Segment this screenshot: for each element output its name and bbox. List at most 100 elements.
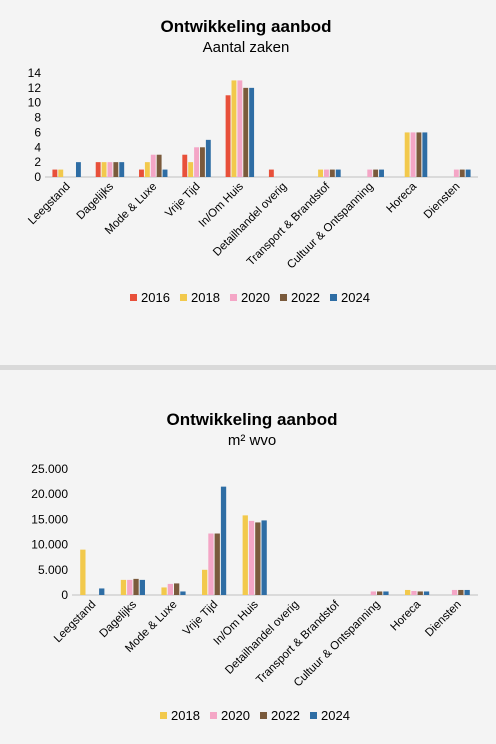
bar — [373, 169, 379, 177]
bar — [202, 569, 208, 595]
bar — [405, 589, 411, 595]
x-tick-label: Leegstand — [26, 181, 72, 227]
bar — [367, 169, 373, 177]
y-tick-label: 15.000 — [31, 512, 68, 526]
bar — [261, 520, 267, 595]
bar — [377, 591, 383, 595]
x-tick-label: Diensten — [423, 599, 464, 640]
x-tick-label: Diensten — [422, 181, 463, 222]
x-tick-label: Horeca — [389, 598, 424, 633]
legend-label: 2018 — [191, 290, 220, 305]
y-tick-label: 2 — [34, 155, 41, 169]
bar — [324, 169, 329, 177]
bar — [120, 579, 127, 595]
x-tick-label: Leegstand — [52, 599, 98, 645]
chart-title: Ontwikkeling aanbod — [167, 410, 338, 429]
legend-swatch — [130, 294, 137, 301]
bar — [423, 591, 430, 595]
bar — [318, 169, 324, 177]
y-tick-label: 14 — [28, 66, 42, 80]
legend-swatch — [310, 712, 317, 719]
x-tick-label: Dagelijks — [75, 180, 117, 222]
bar — [139, 579, 145, 595]
bar — [95, 162, 101, 177]
bar — [225, 95, 231, 177]
y-tick-label: 6 — [34, 125, 41, 139]
bar — [459, 169, 465, 177]
x-tick-label: Detailhandel overig — [223, 599, 301, 677]
chart-panel-aantal-zaken: Ontwikkeling aanbod Aantal zaken 0 2 4 6 8 10… — [0, 0, 496, 365]
bar — [139, 169, 144, 177]
bar — [113, 162, 119, 177]
legend-swatch — [180, 294, 187, 301]
bar — [161, 587, 167, 595]
bar — [383, 591, 389, 595]
bar — [422, 132, 428, 177]
bar — [133, 578, 139, 595]
bar — [417, 591, 423, 595]
bar — [329, 169, 335, 177]
bar — [182, 154, 188, 177]
y-tick-label: 25.000 — [31, 462, 68, 476]
bar — [52, 169, 58, 177]
bar — [101, 162, 107, 177]
chart-m2-wvo: Ontwikkeling aanbod m² wvo 0 5.000 10.000 1… — [31, 410, 478, 723]
bar — [162, 169, 168, 177]
bar — [451, 589, 458, 595]
chart-subtitle: m² wvo — [228, 432, 276, 449]
y-tick-label: 0 — [34, 170, 41, 184]
bar — [214, 533, 220, 595]
bar — [370, 591, 376, 595]
bar — [464, 589, 470, 595]
bar — [410, 132, 416, 177]
bar — [237, 80, 243, 177]
x-tick-label: Cultuur & Ontspanning — [292, 599, 383, 690]
x-tick-label: Transport & Brandstof — [245, 180, 333, 268]
bar — [208, 533, 214, 595]
bar — [58, 169, 64, 177]
bar — [107, 162, 113, 177]
y-tick-label: 4 — [34, 140, 41, 154]
bar — [255, 522, 261, 595]
bar — [453, 169, 459, 177]
bar — [231, 80, 237, 177]
bar — [268, 169, 274, 177]
bar — [404, 132, 410, 177]
chart-subtitle: Aantal zaken — [203, 39, 290, 56]
bar — [99, 588, 105, 595]
bar — [416, 132, 422, 177]
bar — [458, 589, 464, 595]
bar — [144, 162, 150, 177]
y-tick-label: 10 — [28, 96, 42, 110]
legend-label: 2022 — [271, 708, 300, 723]
bar — [75, 162, 81, 177]
bar — [167, 583, 173, 595]
legend-swatch — [210, 712, 217, 719]
bar — [194, 147, 199, 177]
x-tick-label: Vrije Tijd — [163, 181, 202, 220]
bar — [188, 162, 194, 177]
x-tick-label: Vrije Tijd — [181, 599, 220, 638]
bar — [174, 583, 180, 595]
legend-label: 2020 — [241, 290, 270, 305]
x-tick-label: Detailhandel overig — [211, 181, 289, 259]
x-tick-label: Dagelijks — [98, 598, 140, 640]
bar — [243, 87, 249, 177]
legend-swatch — [260, 712, 267, 719]
legend-swatch — [230, 294, 237, 301]
legend-label: 2024 — [341, 290, 370, 305]
legend-label: 2024 — [321, 708, 350, 723]
legend-label: 2016 — [141, 290, 170, 305]
bar — [248, 520, 255, 595]
chart-aantal-zaken: Ontwikkeling aanbod Aantal zaken 0246810… — [26, 17, 478, 305]
legend-label: 2022 — [291, 290, 320, 305]
bar — [379, 169, 384, 177]
bar — [80, 549, 86, 595]
legend-swatch — [160, 712, 167, 719]
bar — [411, 590, 417, 595]
x-tick-label: Horeca — [384, 180, 419, 215]
y-tick-label: 0 — [61, 588, 68, 602]
bar — [180, 591, 186, 595]
y-tick-label: 20.000 — [31, 487, 68, 501]
bar — [249, 87, 255, 177]
